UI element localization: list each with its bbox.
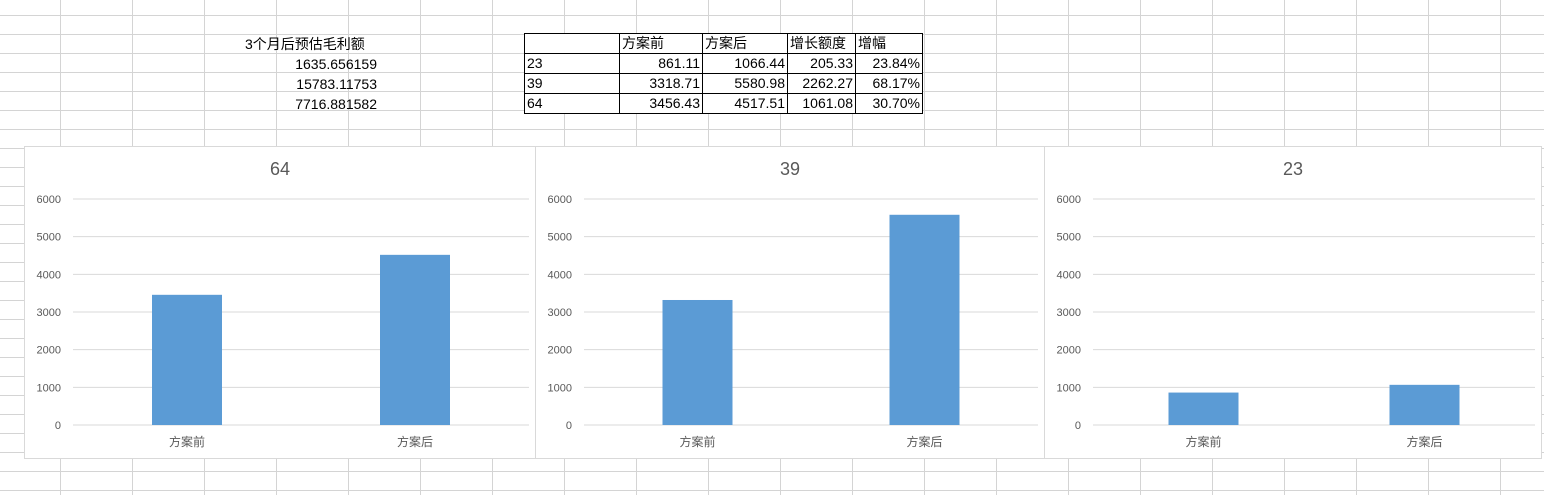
bar [1168,392,1239,425]
value-cell-1[interactable]: 1635.656159 [295,56,377,72]
y-tick-label: 0 [1075,420,1081,432]
chart-plot: 0 1000 2000 3000 4000 5000 6000 方案前 方案后 [1057,194,1535,449]
y-tick-label: 1000 [37,382,61,394]
y-tick-label: 5000 [37,232,61,244]
table-cell[interactable]: 23.84% [855,53,923,74]
bar [152,294,222,425]
y-tick-label: 6000 [37,194,61,206]
y-tick-label: 4000 [37,269,61,281]
chart-title: 39 [779,159,801,179]
table-cell[interactable]: 23 [524,53,620,74]
y-tick-label: 2000 [1057,345,1081,357]
x-tick-label: 方案前 [1185,434,1221,449]
table-cell[interactable]: 64 [524,93,620,114]
x-tick-label: 方案后 [397,434,433,449]
bar-chart-64[interactable]: 64 0 1000 2000 3000 4000 5000 6000 方案前 方案后 [24,146,536,459]
table-header-cell[interactable]: 增幅 [855,33,923,54]
y-tick-label: 6000 [1057,194,1081,206]
chart-plot: 0 1000 2000 3000 4000 5000 6000 方案前 方案后 [548,194,1038,449]
y-tick-label: 3000 [37,307,61,319]
bar [662,299,733,425]
x-tick-label: 方案后 [1406,434,1442,449]
chart-title: 64 [269,159,291,179]
bar [380,254,450,425]
chart-title: 23 [1282,159,1304,179]
table-cell[interactable]: 3456.43 [619,93,703,114]
table-cell[interactable]: 3318.71 [619,73,703,94]
table-header-cell[interactable] [524,33,620,54]
y-tick-label: 5000 [1057,232,1081,244]
y-tick-label: 3000 [1057,307,1081,319]
header-label-cell[interactable]: 3个月后预估毛利额 [245,36,365,52]
table-row: 23 861.11 1066.44 205.33 23.84% [524,53,923,74]
table-cell[interactable]: 1061.08 [787,93,856,114]
table-cell[interactable]: 5580.98 [702,73,788,94]
table-cell[interactable]: 1066.44 [702,53,788,74]
y-tick-label: 2000 [37,345,61,357]
y-tick-label: 0 [55,420,61,432]
table-header-cell[interactable]: 方案前 [619,33,703,54]
x-tick-label: 方案后 [906,434,942,449]
bar [889,214,960,425]
value-cell-3[interactable]: 7716.881582 [295,96,377,112]
table-cell[interactable]: 205.33 [787,53,856,74]
comparison-table: 方案前 方案后 增长额度 增幅 23 861.11 1066.44 205.33… [524,33,923,114]
table-header-cell[interactable]: 增长额度 [787,33,856,54]
table-cell[interactable]: 4517.51 [702,93,788,114]
y-tick-label: 5000 [548,232,572,244]
table-row: 64 3456.43 4517.51 1061.08 30.70% [524,93,923,114]
table-cell[interactable]: 2262.27 [787,73,856,94]
y-tick-label: 4000 [1057,269,1081,281]
table-header-cell[interactable]: 方案后 [702,33,788,54]
y-tick-label: 6000 [548,194,572,206]
table-header-row: 方案前 方案后 增长额度 增幅 [524,33,923,54]
y-tick-label: 3000 [548,307,572,319]
value-cell-2[interactable]: 15783.11753 [296,76,377,92]
bar-chart-23[interactable]: 23 0 1000 2000 3000 4000 5000 6000 方案前 方案后 [1044,146,1542,459]
bar-chart-39[interactable]: 39 0 1000 2000 3000 4000 5000 6000 方案前 方案后 [535,146,1045,459]
x-tick-label: 方案前 [679,434,715,449]
y-tick-label: 1000 [548,382,572,394]
table-cell[interactable]: 861.11 [619,53,703,74]
table-cell[interactable]: 68.17% [855,73,923,94]
y-tick-label: 4000 [548,269,572,281]
y-tick-label: 2000 [548,345,572,357]
x-tick-label: 方案前 [169,434,205,449]
table-cell[interactable]: 30.70% [855,93,923,114]
chart-plot: 0 1000 2000 3000 4000 5000 6000 方案前 方案后 [37,194,529,449]
y-tick-label: 0 [566,420,572,432]
bar [1389,384,1460,425]
table-row: 39 3318.71 5580.98 2262.27 68.17% [524,73,923,94]
y-tick-label: 1000 [1057,382,1081,394]
table-cell[interactable]: 39 [524,73,620,94]
